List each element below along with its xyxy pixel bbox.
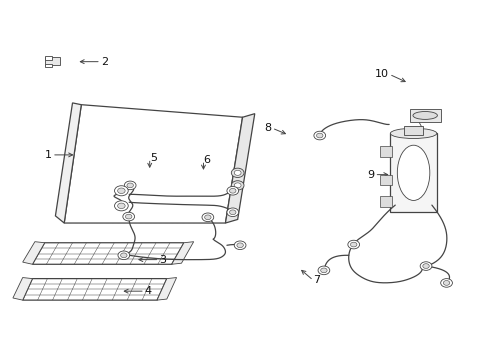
Circle shape [234,183,241,188]
Circle shape [320,268,327,273]
Circle shape [231,168,244,177]
Polygon shape [23,242,45,264]
Circle shape [234,170,241,175]
Circle shape [443,280,450,285]
Bar [391,134,437,212]
Polygon shape [157,278,176,300]
Circle shape [348,240,360,249]
Text: 2: 2 [101,57,108,67]
Bar [380,175,392,185]
Circle shape [318,266,330,275]
Circle shape [420,262,432,270]
Circle shape [227,208,239,217]
Polygon shape [172,242,194,264]
Text: 5: 5 [150,153,157,163]
Polygon shape [23,279,167,300]
Text: 6: 6 [203,155,211,165]
Circle shape [123,212,135,221]
Text: 3: 3 [159,255,167,265]
Ellipse shape [397,145,430,201]
Circle shape [124,181,136,190]
Circle shape [317,133,323,138]
Circle shape [127,183,133,188]
Circle shape [234,241,246,249]
Polygon shape [55,103,81,223]
Polygon shape [64,105,243,223]
Circle shape [125,214,132,219]
Text: 7: 7 [314,275,320,285]
Text: 4: 4 [145,286,152,296]
Circle shape [231,181,244,190]
Circle shape [205,215,211,220]
Bar [410,109,441,122]
Bar [45,56,52,59]
Polygon shape [13,278,32,300]
Ellipse shape [413,112,438,120]
Circle shape [121,253,127,258]
Ellipse shape [391,128,437,139]
Circle shape [227,186,239,195]
Text: 9: 9 [368,170,374,180]
Bar [380,146,392,157]
Bar [45,57,60,65]
Circle shape [118,203,125,208]
Polygon shape [225,114,255,223]
Circle shape [115,186,128,196]
Circle shape [350,242,357,247]
Text: 10: 10 [375,69,389,79]
Text: 8: 8 [265,123,272,133]
Polygon shape [32,243,184,264]
Circle shape [229,210,236,215]
Circle shape [423,264,429,269]
Bar [380,196,392,207]
Circle shape [314,131,326,140]
Circle shape [118,188,125,194]
Circle shape [115,201,128,211]
Bar [404,126,423,135]
Circle shape [237,243,244,248]
Circle shape [118,251,130,260]
Bar [45,64,52,67]
Text: 1: 1 [45,150,52,160]
Circle shape [441,279,452,287]
Circle shape [202,213,214,222]
Circle shape [229,188,236,193]
